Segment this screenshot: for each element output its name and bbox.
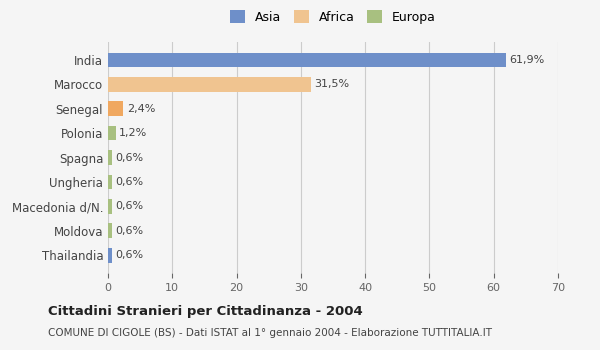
Bar [108,175,112,189]
Legend: Asia, Africa, Europa: Asia, Africa, Europa [226,7,440,28]
Bar [108,248,112,262]
Bar [108,126,116,140]
Bar [108,52,506,67]
Text: 61,9%: 61,9% [509,55,544,65]
Text: 0,6%: 0,6% [115,201,143,211]
Bar [108,223,112,238]
Text: 0,6%: 0,6% [115,250,143,260]
Text: COMUNE DI CIGOLE (BS) - Dati ISTAT al 1° gennaio 2004 - Elaborazione TUTTITALIA.: COMUNE DI CIGOLE (BS) - Dati ISTAT al 1°… [48,328,492,338]
Bar [108,102,124,116]
Bar [108,150,112,165]
Text: Cittadini Stranieri per Cittadinanza - 2004: Cittadini Stranieri per Cittadinanza - 2… [48,305,363,318]
Text: 1,2%: 1,2% [119,128,147,138]
Text: 0,6%: 0,6% [115,153,143,162]
Text: 0,6%: 0,6% [115,177,143,187]
Bar [108,77,311,92]
Text: 2,4%: 2,4% [127,104,155,114]
Text: 31,5%: 31,5% [314,79,349,89]
Text: 0,6%: 0,6% [115,226,143,236]
Bar [108,199,112,214]
